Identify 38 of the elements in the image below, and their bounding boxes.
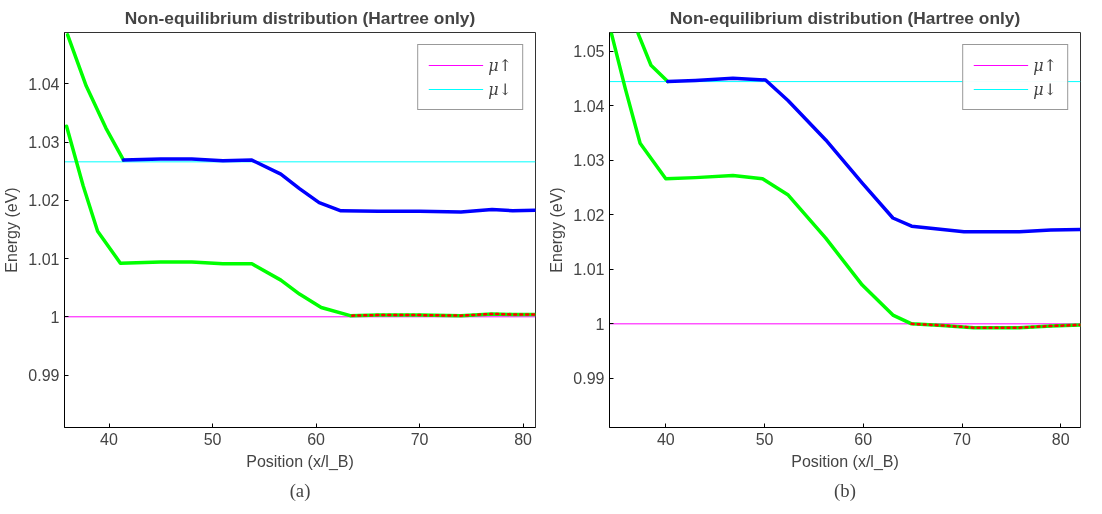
chart-title: Non-equilibrium distribution (Hartree only) xyxy=(669,7,1021,28)
chart-title: Non-equilibrium distribution (Hartree only) xyxy=(124,7,476,28)
y-tick-label: 1.02 xyxy=(28,192,60,210)
text: (b) xyxy=(834,479,856,502)
x-tick-label: 80 xyxy=(1051,430,1070,448)
x-axis-title: Position (x/l_B) xyxy=(791,452,899,471)
y-tick-label: 1.03 xyxy=(573,152,605,170)
x-tick-label: 40 xyxy=(656,430,675,448)
x-tick-label: 80 xyxy=(514,430,533,448)
line-series xyxy=(65,33,126,162)
y-tick-label: 1 xyxy=(595,315,605,333)
x-tick-label: 60 xyxy=(854,430,873,448)
y-tick-label: 0.99 xyxy=(28,367,60,385)
y-tick-label: 1.01 xyxy=(28,250,60,268)
y-tick-label: 1.04 xyxy=(28,75,60,93)
y-tick-label: 1.01 xyxy=(573,261,605,279)
x-tick-label: 50 xyxy=(755,430,774,448)
x-tick-label: 60 xyxy=(307,430,326,448)
x-tick-label: 50 xyxy=(203,430,222,448)
y-tick-label: 1.04 xyxy=(573,97,605,115)
y-tick-label: 1.05 xyxy=(573,43,605,61)
x-tick-label: 40 xyxy=(100,430,119,448)
y-axis-title: Energy (eV) xyxy=(548,187,566,273)
y-tick-label: 1 xyxy=(50,308,60,326)
y-axis-title: Energy (eV) xyxy=(3,187,21,273)
legend-label: μ↓ xyxy=(488,79,512,99)
ref-line-label: μ↓ xyxy=(1033,79,1057,99)
y-tick-label: 1.02 xyxy=(573,206,605,224)
x-tick-label: 70 xyxy=(410,430,429,448)
legend-label: μ↑ xyxy=(488,55,512,75)
x-axis-title: Position (x/l_B) xyxy=(246,452,354,471)
y-tick-label: 1.03 xyxy=(28,134,60,152)
line-series xyxy=(121,157,536,214)
x-tick-label: 70 xyxy=(953,430,972,448)
y-tick-label: 0.99 xyxy=(573,370,605,388)
text: (a) xyxy=(289,479,311,502)
line-series xyxy=(666,76,1081,234)
legend-label: μ↑ xyxy=(1033,55,1057,75)
